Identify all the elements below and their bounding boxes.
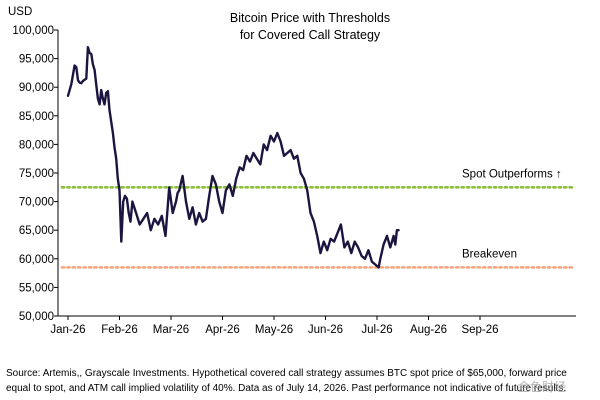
- x-tick-label: Mar-26: [153, 324, 189, 336]
- watermark-logo-text: 金色财经: [518, 379, 566, 394]
- y-tick-label: 80,000: [19, 139, 54, 151]
- breakeven-label: Breakeven: [462, 248, 517, 260]
- y-tick-label: 90,000: [19, 82, 54, 94]
- x-tick-label: Jun-26: [308, 324, 343, 336]
- y-tick-label: 70,000: [19, 197, 54, 209]
- y-tick-label: 65,000: [19, 225, 54, 237]
- y-tick-label: 60,000: [19, 254, 54, 266]
- source-note-line-2: equal to spot, and ATM call implied vola…: [6, 383, 566, 394]
- y-tick-label: 75,000: [19, 168, 54, 180]
- chart-title-line-2: for Covered Call Strategy: [240, 28, 381, 42]
- spot-outperforms-label: Spot Outperforms ↑: [462, 168, 562, 180]
- btc-price-line: [66, 46, 400, 269]
- y-tick-label: 95,000: [19, 54, 54, 66]
- x-tick-label: Aug-26: [410, 324, 447, 336]
- x-tick-label: Jan-26: [50, 324, 85, 336]
- y-tick-label: 85,000: [19, 111, 54, 123]
- y-tick-label: 100,000: [12, 25, 54, 37]
- y-tick-label: 50,000: [19, 311, 54, 323]
- threshold-lines: Spot Outperforms ↑ Breakeven: [60, 168, 576, 269]
- x-tick-label: Jul-26: [361, 324, 392, 336]
- x-axis-ticks: Jan-26 Feb-26 Mar-26 Apr-26 May-26 Jun-26 Jul-…: [50, 316, 499, 336]
- y-tick-label: 55,000: [19, 282, 54, 294]
- x-tick-label: Apr-26: [205, 324, 240, 336]
- source-note-line-1: Source: Artemis,, Grayscale Investments.…: [6, 368, 567, 379]
- chart-title-line-1: Bitcoin Price with Thresholds: [230, 11, 390, 25]
- price-series: [66, 46, 400, 269]
- x-tick-label: Feb-26: [101, 324, 137, 336]
- y-axis-ticks: 50,000 55,000 60,000 65,000 70,000 75,000 80,0…: [12, 25, 58, 323]
- x-tick-label: May-26: [255, 324, 293, 336]
- y-axis-unit-label: USD: [8, 6, 32, 18]
- x-tick-label: Sep-26: [461, 324, 498, 336]
